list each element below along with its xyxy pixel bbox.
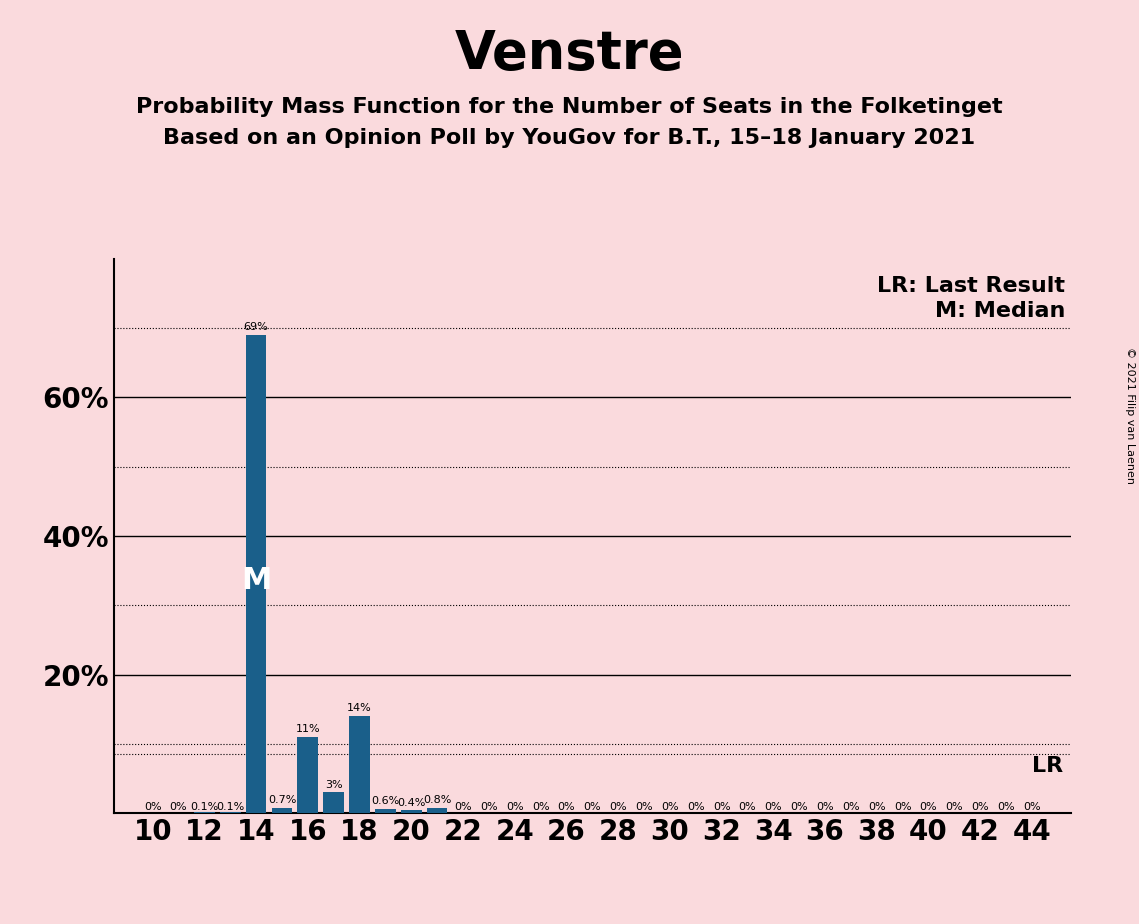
Text: 0.1%: 0.1%: [190, 802, 219, 812]
Text: 0%: 0%: [506, 802, 524, 812]
Text: 0%: 0%: [764, 802, 782, 812]
Text: Venstre: Venstre: [454, 28, 685, 79]
Text: 0%: 0%: [738, 802, 756, 812]
Bar: [271, 808, 293, 813]
Text: 0%: 0%: [945, 802, 964, 812]
Text: Probability Mass Function for the Number of Seats in the Folketinget: Probability Mass Function for the Number…: [137, 97, 1002, 117]
Text: M: M: [241, 566, 271, 595]
Text: 0%: 0%: [532, 802, 549, 812]
Text: 0%: 0%: [790, 802, 808, 812]
Text: 0.4%: 0.4%: [398, 797, 426, 808]
Text: 0%: 0%: [558, 802, 575, 812]
Bar: [375, 809, 395, 813]
Text: © 2021 Filip van Laenen: © 2021 Filip van Laenen: [1125, 347, 1134, 484]
Text: 0%: 0%: [144, 802, 162, 812]
Text: 0%: 0%: [842, 802, 860, 812]
Text: 0%: 0%: [687, 802, 705, 812]
Text: 69%: 69%: [244, 322, 269, 333]
Text: 0%: 0%: [894, 802, 911, 812]
Text: M: Median: M: Median: [935, 300, 1065, 321]
Text: 0.6%: 0.6%: [371, 796, 400, 806]
Text: 0.1%: 0.1%: [216, 802, 245, 812]
Bar: [246, 335, 267, 813]
Text: 0%: 0%: [868, 802, 885, 812]
Text: 0.8%: 0.8%: [423, 795, 451, 805]
Text: Based on an Opinion Poll by YouGov for B.T., 15–18 January 2021: Based on an Opinion Poll by YouGov for B…: [163, 128, 976, 148]
Bar: [297, 737, 318, 813]
Text: 0%: 0%: [480, 802, 498, 812]
Text: 0.7%: 0.7%: [268, 796, 296, 806]
Bar: [350, 716, 370, 813]
Text: 0%: 0%: [713, 802, 730, 812]
Text: LR: LR: [1032, 756, 1063, 775]
Text: 0%: 0%: [583, 802, 601, 812]
Text: 0%: 0%: [972, 802, 989, 812]
Text: 14%: 14%: [347, 703, 372, 713]
Text: 11%: 11%: [295, 724, 320, 734]
Text: 3%: 3%: [325, 780, 343, 789]
Text: 0%: 0%: [609, 802, 626, 812]
Text: 0%: 0%: [817, 802, 834, 812]
Bar: [323, 793, 344, 813]
Text: 0%: 0%: [454, 802, 472, 812]
Text: 0%: 0%: [170, 802, 187, 812]
Text: 0%: 0%: [1023, 802, 1041, 812]
Text: 0%: 0%: [919, 802, 937, 812]
Text: 0%: 0%: [998, 802, 1015, 812]
Text: 0%: 0%: [636, 802, 653, 812]
Text: 0%: 0%: [661, 802, 679, 812]
Text: LR: Last Result: LR: Last Result: [877, 276, 1065, 297]
Bar: [427, 808, 448, 813]
Bar: [401, 810, 421, 813]
